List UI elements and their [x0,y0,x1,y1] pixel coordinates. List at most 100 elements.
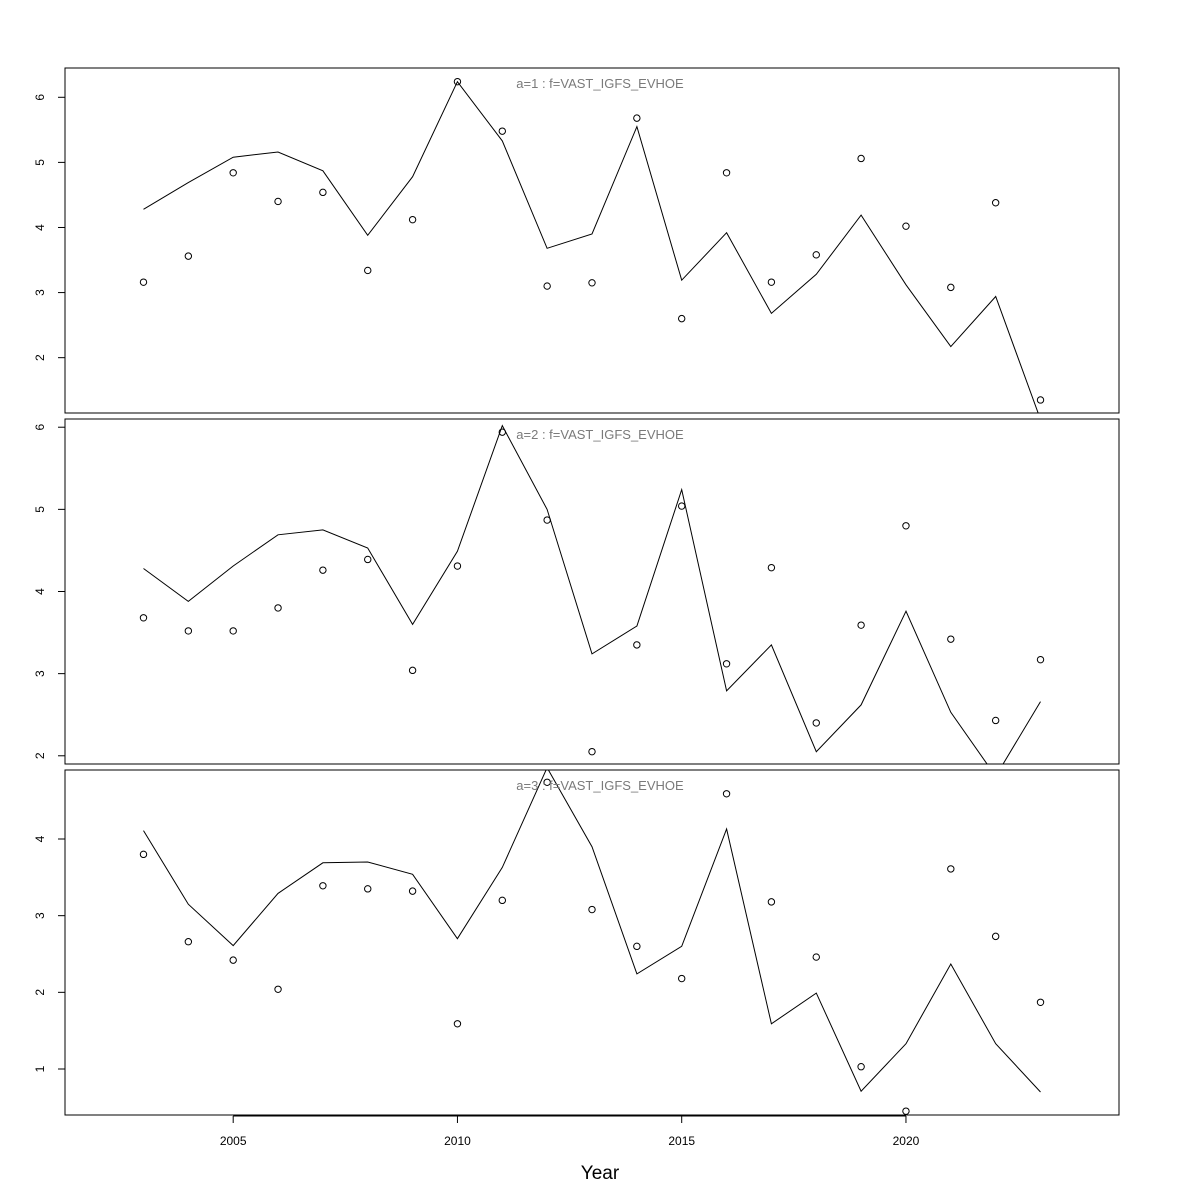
observed-point [812,719,820,727]
observed-point [229,169,237,177]
observed-points [139,778,1045,1115]
observed-point [947,283,955,292]
observed-point [767,898,776,906]
panel-title: a=2 : f=VAST_IGFS_EVHOE [516,427,684,442]
observed-point [767,278,776,286]
observed-point [1036,396,1045,404]
observed-point [947,635,955,643]
observed-points [139,428,1045,756]
observed-point [722,790,731,798]
y-tick-label: 5 [33,506,47,513]
observed-point [453,77,462,86]
fitted-series-line [143,80,1039,413]
x-tick-label: 2005 [220,1134,247,1148]
observed-point [902,222,910,230]
observed-point [229,627,237,635]
y-axis: 2 3 4 5 6 [33,94,65,361]
observed-point [902,522,910,530]
y-tick-label: 2 [33,989,47,996]
observed-point [274,604,282,612]
panel-2: 2 3 4 5 6 a=2 : f=VAST_IGFS_EVHOE [33,418,1120,765]
observed-point [902,1107,910,1115]
observed-point [588,747,596,756]
observed-point [1036,655,1045,664]
x-axis: 2005 2010 2015 2020 [220,1115,920,1148]
y-tick-label: 6 [33,94,47,101]
panel-title: a=3 : f=VAST_IGFS_EVHOE [516,778,684,793]
y-axis: 1 2 3 4 [33,835,65,1072]
y-tick-label: 4 [33,588,47,595]
observed-point [543,282,551,290]
observed-point [319,882,327,890]
y-axis: 2 3 4 5 6 [33,424,65,759]
observed-point [184,627,193,635]
observed-point [991,932,1000,941]
observed-point [229,956,237,964]
y-tick-label: 5 [33,159,47,166]
observed-points [139,77,1045,404]
observed-point [722,169,731,177]
y-tick-label: 2 [33,354,47,361]
y-tick-label: 4 [33,224,47,231]
x-ticks: 2005 2010 2015 2020 [220,1116,920,1148]
observed-point [543,516,551,524]
observed-point [498,896,506,905]
observed-point [857,154,865,163]
observed-point [812,953,820,961]
observed-point [364,266,372,275]
observed-point [767,563,776,572]
observed-point [184,252,193,260]
observed-point [139,850,148,859]
observed-point [857,621,865,629]
observed-point [184,938,193,946]
y-tick-label: 4 [33,835,47,842]
observed-point [588,905,596,914]
observed-point [947,865,955,873]
y-tick-label: 6 [33,424,47,431]
y-tick-label: 3 [33,912,47,919]
observed-point [633,641,641,649]
observed-point [1036,998,1045,1006]
observed-point [453,1020,462,1028]
observed-point [274,197,282,206]
plot-frame [64,769,1120,1116]
observed-point [408,887,417,895]
observed-point [991,716,1000,725]
y-tick-label: 1 [33,1065,47,1072]
observed-point [722,660,731,668]
observed-point [678,314,686,323]
observed-point [588,279,596,287]
observed-point [498,428,506,436]
observed-point [408,215,417,224]
observed-point [633,114,641,122]
x-axis-title: Year [581,1163,620,1184]
observed-point [678,502,686,510]
observed-point [319,566,327,574]
observed-point [364,885,372,893]
observed-point [678,974,686,983]
observed-point [857,1063,865,1071]
panels: 2 3 4 5 6 a=1 : f=VAST_IGFS_EVHOE 2 3 4 5 6 a=2 : f… [33,67,1120,1116]
observed-point [498,127,506,135]
observed-point [364,555,372,564]
panel-3: 1 2 3 4 a=3 : f=VAST_IGFS_EVHOE [33,769,1120,1116]
x-tick-label: 2020 [893,1134,920,1148]
y-tick-label: 3 [33,289,47,296]
observed-point [633,942,641,951]
y-tick-label: 3 [33,670,47,677]
panel-title: a=1 : f=VAST_IGFS_EVHOE [516,76,684,91]
panel-1: 2 3 4 5 6 a=1 : f=VAST_IGFS_EVHOE [33,67,1120,414]
observed-point [408,666,417,675]
observed-point [139,614,148,622]
y-tick-label: 2 [33,752,47,759]
plot-frame [64,418,1120,765]
fitted-series-line [143,424,1041,764]
observed-point [812,251,820,259]
fitted-series-line [143,770,1041,1093]
plot-frame [64,67,1120,414]
observed-point [274,985,282,993]
observed-point [319,188,327,197]
observed-point [453,562,462,570]
observed-point [991,199,1000,207]
